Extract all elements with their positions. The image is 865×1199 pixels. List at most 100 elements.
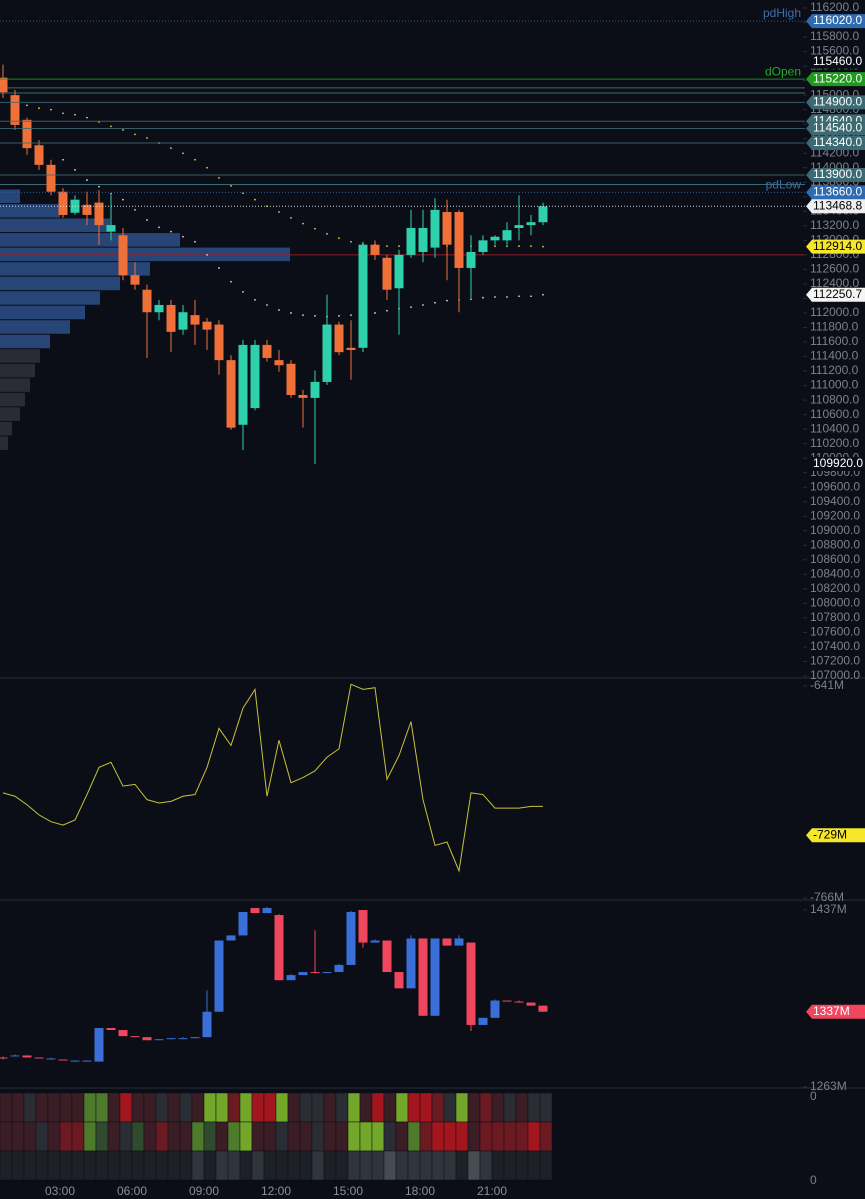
heatmap-cell [371, 1092, 385, 1123]
volume-profile-bar [0, 392, 25, 407]
heatmap-cell [119, 1121, 133, 1152]
heatmap-cell [299, 1092, 313, 1123]
heatmap-cell [347, 1092, 361, 1123]
y-tick-label: 111200.0 [810, 363, 859, 377]
indicator-dot [62, 112, 64, 115]
y-tick-label: 108600.0 [810, 552, 860, 566]
heatmap-cell [503, 1092, 517, 1123]
heatmap-cell [191, 1121, 205, 1152]
candle-body [490, 1000, 500, 1018]
heatmap-cell [0, 1121, 13, 1152]
indicator-dot [110, 192, 112, 195]
candle-body [0, 77, 8, 93]
indicator-dot [110, 125, 112, 128]
y-tick-label: 116200.0 [810, 0, 859, 14]
candle-body [190, 315, 200, 325]
y-tick-label: 113200.0 [810, 218, 859, 232]
candle-body [0, 1057, 8, 1059]
indicator-dot [134, 133, 136, 136]
heatmap-cell [71, 1092, 85, 1123]
price-badge-label: 113660.0 [813, 185, 862, 199]
y-tick-label: 110400.0 [810, 421, 859, 435]
heatmap-cell [455, 1150, 469, 1181]
heatmap-cell [131, 1121, 145, 1152]
heatmap-cell [107, 1092, 121, 1123]
candle-body [418, 228, 428, 252]
candle-body [94, 202, 104, 226]
heatmap-cell [95, 1121, 109, 1152]
candle-body [238, 912, 248, 936]
y-tick-label: 108800.0 [810, 537, 860, 551]
candle-body [262, 907, 272, 914]
price-badge-label: -729M [813, 827, 847, 841]
candle-body [478, 240, 488, 252]
candle-body [262, 344, 272, 358]
price-badge [806, 199, 865, 214]
heatmap-cell [311, 1150, 325, 1181]
price-badge [806, 287, 865, 302]
heatmap-cell [467, 1092, 481, 1123]
y-tick-label: 109000.0 [810, 523, 860, 537]
volume-profile-bar [0, 189, 20, 204]
candle-body [454, 212, 464, 268]
indicator-dot [302, 222, 304, 225]
price-badge-label: 116020.0 [813, 13, 862, 27]
candle-body [502, 1000, 512, 1002]
candle-body [538, 206, 548, 223]
heatmap-cell [107, 1121, 121, 1152]
y-tick-label: 107400.0 [810, 639, 860, 653]
heatmap-cell [395, 1092, 409, 1123]
volume-profile-bar [0, 233, 180, 247]
indicator-dot [194, 240, 196, 243]
indicator-dot [290, 312, 292, 314]
candle-body [130, 275, 140, 285]
heatmap-cell [179, 1092, 193, 1123]
candle-body [514, 1001, 524, 1003]
candle-body [370, 940, 380, 943]
heatmap-cell [311, 1121, 325, 1152]
candle-body [118, 1030, 128, 1037]
heatmap-cell [491, 1121, 505, 1152]
heatmap-cell [215, 1121, 229, 1152]
indicator-dot [266, 304, 268, 306]
price-badge [806, 239, 865, 254]
heatmap-cell [263, 1150, 277, 1181]
heatmap-cell [275, 1121, 289, 1152]
candle-body [130, 1036, 140, 1038]
indicator-dot [374, 312, 376, 314]
heatmap-cell [35, 1121, 49, 1152]
heatmap-cell [35, 1092, 49, 1123]
heatmap-cell [11, 1121, 25, 1152]
indicator-dot [314, 314, 316, 317]
heatmap-cell [143, 1092, 157, 1123]
heatmap-cell [107, 1150, 121, 1181]
heatmap-cell [47, 1092, 61, 1123]
heatmap-cell [323, 1121, 337, 1152]
indicator-dot [278, 309, 280, 311]
heatmap-cell [155, 1092, 169, 1123]
price-badge-label: 109920.0 [813, 456, 863, 470]
indicator-dot [242, 291, 244, 293]
heatmap-cell [155, 1121, 169, 1152]
candle-body [298, 972, 308, 976]
heatmap-cell [395, 1150, 409, 1181]
indicator-dot [218, 177, 220, 179]
price-badge [806, 828, 865, 843]
price-badge [806, 72, 865, 87]
candle-body [214, 940, 224, 1012]
candle-body [334, 324, 344, 353]
y-tick-label: -766M [810, 890, 844, 904]
x-tick-label: 09:00 [189, 1184, 219, 1198]
volume-profile-bar [0, 334, 50, 349]
heatmap-cell [251, 1092, 265, 1123]
indicator-dot [386, 309, 388, 312]
candle-body [466, 251, 476, 268]
volume-profile-bar [0, 291, 100, 305]
heatmap-cell [227, 1092, 241, 1123]
indicator-dot [350, 314, 352, 317]
indicator-dot [86, 116, 88, 119]
candle-body [34, 145, 44, 165]
volume-profile-bar [0, 218, 110, 233]
y-tick-label: 107000.0 [810, 668, 860, 682]
